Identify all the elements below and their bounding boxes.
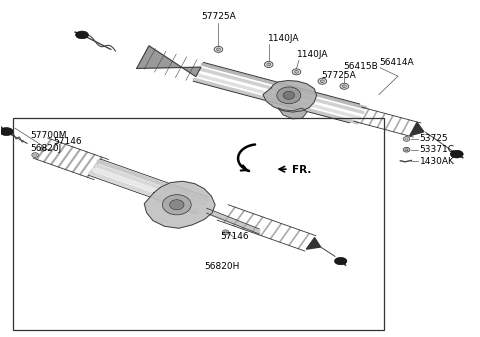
Circle shape (216, 48, 220, 51)
Circle shape (40, 147, 46, 151)
Text: 56820J: 56820J (30, 144, 61, 153)
Text: 53725: 53725 (420, 134, 448, 144)
Text: 1140JA: 1140JA (268, 34, 299, 43)
Text: 56415B: 56415B (343, 61, 378, 70)
Text: 53371C: 53371C (420, 145, 455, 154)
Circle shape (342, 85, 346, 88)
Circle shape (32, 153, 38, 157)
Polygon shape (263, 81, 317, 112)
Ellipse shape (75, 31, 88, 39)
Ellipse shape (335, 257, 347, 265)
Circle shape (267, 63, 271, 66)
Circle shape (320, 80, 324, 83)
Circle shape (340, 83, 348, 89)
Text: 57146: 57146 (53, 137, 82, 146)
Text: 57725A: 57725A (322, 70, 356, 80)
Circle shape (277, 87, 301, 104)
Polygon shape (410, 122, 424, 136)
Polygon shape (306, 238, 321, 249)
Text: 56414A: 56414A (379, 58, 413, 67)
Text: 56820H: 56820H (204, 262, 240, 271)
Circle shape (162, 195, 191, 215)
Circle shape (169, 200, 184, 210)
Polygon shape (278, 108, 307, 119)
Bar (12, 118, 384, 330)
Circle shape (403, 147, 410, 152)
Text: 57700M: 57700M (30, 131, 67, 140)
Text: FR.: FR. (292, 165, 311, 175)
Circle shape (224, 231, 227, 233)
Polygon shape (144, 181, 215, 228)
Circle shape (264, 61, 273, 67)
Ellipse shape (0, 128, 13, 135)
Text: 1140JA: 1140JA (297, 51, 328, 59)
Circle shape (214, 47, 223, 52)
Circle shape (222, 230, 229, 235)
Circle shape (405, 149, 408, 151)
Circle shape (318, 78, 326, 84)
Text: 1430AK: 1430AK (420, 157, 455, 166)
Circle shape (405, 138, 408, 140)
Circle shape (295, 70, 299, 73)
Text: 57725A: 57725A (201, 12, 236, 21)
Circle shape (42, 148, 44, 150)
Polygon shape (137, 46, 201, 76)
Circle shape (283, 91, 295, 99)
Ellipse shape (450, 150, 463, 158)
Circle shape (403, 136, 410, 141)
Circle shape (34, 154, 36, 156)
Circle shape (292, 69, 301, 75)
Text: 57146: 57146 (220, 232, 249, 241)
